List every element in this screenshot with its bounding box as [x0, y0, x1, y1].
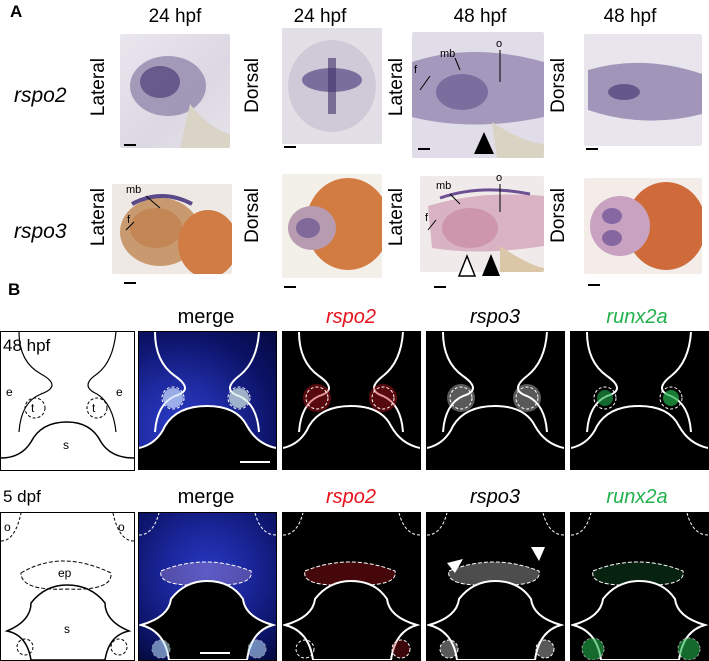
scale-bar [124, 144, 136, 146]
header-merge-2: merge [177, 486, 235, 508]
scale-bar [200, 652, 230, 654]
rspo2-5dpf [282, 512, 421, 661]
merge-5dpf [138, 512, 277, 661]
rspo2-48hpf [282, 331, 421, 470]
label-t-right: t [92, 401, 96, 415]
embryo-photo-rspo3-24hpf-dorsal [282, 174, 382, 278]
merge-48hpf [138, 331, 277, 470]
col-head-3: 48 hpf [453, 6, 507, 27]
embryo-photo-rspo3-24hpf-lateral [112, 184, 232, 274]
label-e-right: e [116, 385, 123, 399]
col-head-2: 24 hpf [293, 6, 347, 27]
col-head-4: 48 hpf [603, 6, 657, 27]
label-o-r1: o [496, 38, 503, 50]
row-label-rspo3: rspo3 [14, 220, 67, 243]
scale-bar [240, 461, 270, 463]
schematic-48hpf [0, 331, 135, 471]
label-mb-r1: mb [440, 48, 456, 60]
embryo-photo-rspo3-48hpf-dorsal [584, 178, 702, 274]
label-f-r1: f [414, 64, 418, 76]
scale-bar [284, 286, 296, 288]
label-s-5dpf: s [64, 622, 70, 636]
col-head-1: 24 hpf [148, 6, 202, 27]
row-label-rspo2: rspo2 [14, 84, 67, 107]
label-ep: ep [58, 566, 72, 580]
filled-arrowhead-icon [482, 254, 500, 276]
embryo-photo-rspo2-48hpf-dorsal [584, 34, 702, 146]
label-s-48hpf: s [63, 438, 69, 452]
panel-a-letter: A [10, 2, 23, 21]
label-e-left: e [6, 385, 13, 399]
header-merge-1: merge [177, 306, 235, 328]
scale-bar [586, 148, 598, 150]
rspo3-5dpf [426, 512, 565, 661]
label-f-r2c1: f [127, 214, 131, 226]
panel-b-letter: B [8, 280, 21, 299]
label-o-left: o [4, 520, 11, 534]
embryo-photo-rspo2-48hpf-lateral [412, 32, 544, 158]
runx2a-48hpf [570, 331, 709, 470]
open-arrowhead-icon [458, 254, 476, 277]
header-rspo2-2: rspo2 [325, 486, 377, 508]
scale-bar [434, 286, 446, 288]
rspo3-48hpf [426, 331, 565, 470]
scale-bar [418, 148, 430, 150]
header-runx2a-2: runx2a [606, 486, 668, 508]
schematic-5dpf [0, 512, 135, 661]
label-mb-r2c1: mb [126, 184, 142, 196]
header-rspo3-1: rspo3 [469, 306, 521, 328]
label-o-right: o [118, 520, 125, 534]
runx2a-5dpf [570, 512, 709, 661]
embryo-photo-rspo2-24hpf-dorsal [282, 28, 382, 144]
embryo-photo-rspo3-48hpf-lateral [420, 176, 544, 272]
label-t-left: t [31, 401, 35, 415]
header-rspo2-1: rspo2 [325, 306, 377, 328]
header-runx2a-1: runx2a [606, 306, 668, 328]
label-f-r2c3: f [425, 212, 429, 224]
stage-label-48hpf: 48 hpf [3, 336, 51, 355]
scale-bar [284, 146, 296, 148]
embryo-photo-rspo2-24hpf-lateral [120, 34, 230, 148]
filled-arrowhead-icon [474, 132, 494, 154]
scale-bar [124, 282, 136, 284]
panel-a-leader-lines [125, 50, 501, 231]
label-mb-r2c3: mb [436, 180, 452, 192]
stage-label-5dpf: 5 dpf [3, 487, 41, 506]
header-rspo3-2: rspo3 [469, 486, 521, 508]
label-o-r2c3: o [496, 172, 503, 184]
scale-bar [588, 284, 600, 286]
